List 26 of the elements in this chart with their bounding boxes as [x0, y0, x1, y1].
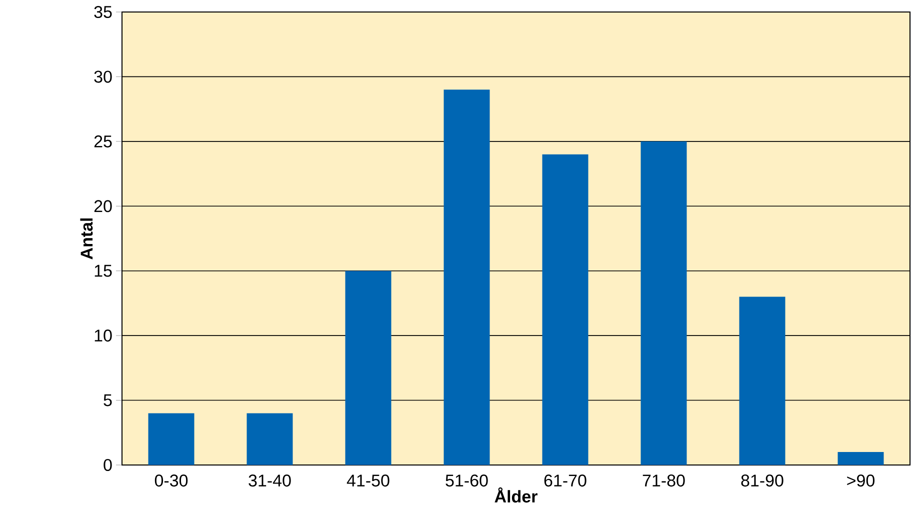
bar — [542, 154, 588, 465]
bar — [838, 452, 884, 465]
x-axis-title: Ålder — [494, 487, 538, 503]
y-tick-label: 35 — [94, 6, 112, 18]
bar — [640, 141, 687, 465]
y-tick-label: 10 — [94, 330, 112, 342]
bar — [246, 413, 293, 465]
x-tick-label: 71-80 — [642, 474, 685, 487]
bar — [345, 270, 392, 465]
x-tick-label: 81-90 — [741, 474, 784, 487]
y-tick-label: 25 — [94, 135, 112, 148]
x-tick-label: 61-70 — [544, 474, 586, 487]
x-tick-label: 41-50 — [346, 474, 390, 487]
bar — [148, 413, 194, 465]
y-tick-label: 30 — [94, 70, 112, 83]
x-tick-label: 31-40 — [248, 474, 291, 487]
bar — [444, 90, 490, 465]
y-tick-label: 5 — [104, 394, 112, 406]
y-tick-label: 15 — [94, 264, 112, 277]
x-tick-label: >90 — [847, 474, 874, 487]
bar — [739, 296, 786, 465]
x-tick-label: 51-60 — [446, 474, 488, 487]
y-tick-label: 0 — [104, 458, 112, 472]
x-tick-label: 0-30 — [154, 474, 188, 487]
y-tick-label: 20 — [94, 200, 112, 212]
y-axis-title: Antal — [80, 218, 93, 260]
